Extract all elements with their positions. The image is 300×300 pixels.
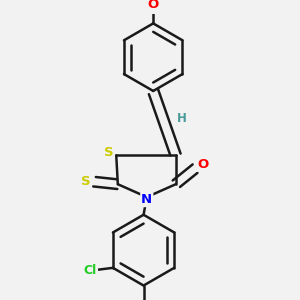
Text: S: S [104,146,114,159]
Text: Cl: Cl [84,264,97,277]
Text: O: O [197,158,208,171]
Text: H: H [177,112,187,125]
Text: N: N [141,193,152,206]
Text: S: S [81,175,91,188]
Text: O: O [148,0,159,11]
